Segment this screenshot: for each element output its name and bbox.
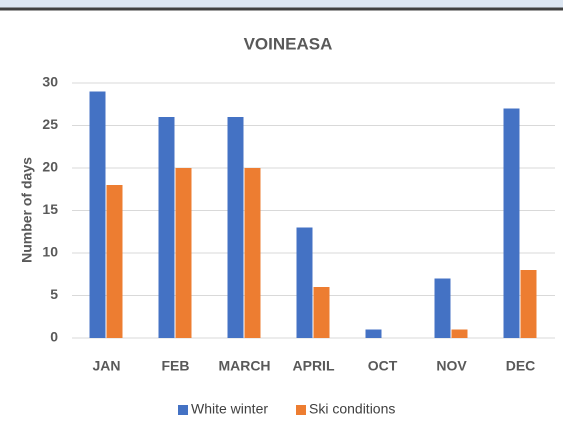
bar [175, 168, 192, 338]
x-tick-label: NOV [436, 358, 467, 374]
x-tick-label: APRIL [293, 358, 335, 374]
x-tick-label: DEC [506, 358, 536, 374]
bar [365, 329, 382, 338]
bar [313, 287, 330, 338]
x-tick-label: OCT [368, 358, 398, 374]
y-tick-label: 25 [42, 116, 58, 132]
top-band [0, 0, 563, 8]
y-tick-label: 30 [42, 74, 58, 90]
bar [106, 185, 123, 338]
bar [520, 270, 537, 338]
bar [244, 168, 261, 338]
bar [296, 227, 313, 338]
chart-title: VOINEASA [244, 34, 333, 53]
bar [158, 117, 175, 338]
legend-label: Ski conditions [309, 401, 395, 417]
bar [227, 117, 244, 338]
x-tick-label: MARCH [218, 358, 270, 374]
bar [503, 108, 520, 338]
legend-swatch [296, 405, 306, 415]
y-tick-label: 0 [50, 329, 58, 345]
bar [434, 278, 451, 338]
x-tick-label: JAN [92, 358, 120, 374]
legend-swatch [178, 405, 188, 415]
y-tick-label: 10 [42, 244, 58, 260]
y-tick-label: 5 [50, 286, 58, 302]
x-tick-label: FEB [162, 358, 190, 374]
y-tick-label: 15 [42, 201, 58, 217]
y-tick-label: 20 [42, 159, 58, 175]
y-axis-label: Number of days [19, 157, 35, 263]
legend-label: White winter [191, 401, 268, 417]
bar [451, 329, 468, 338]
bar [89, 91, 106, 338]
